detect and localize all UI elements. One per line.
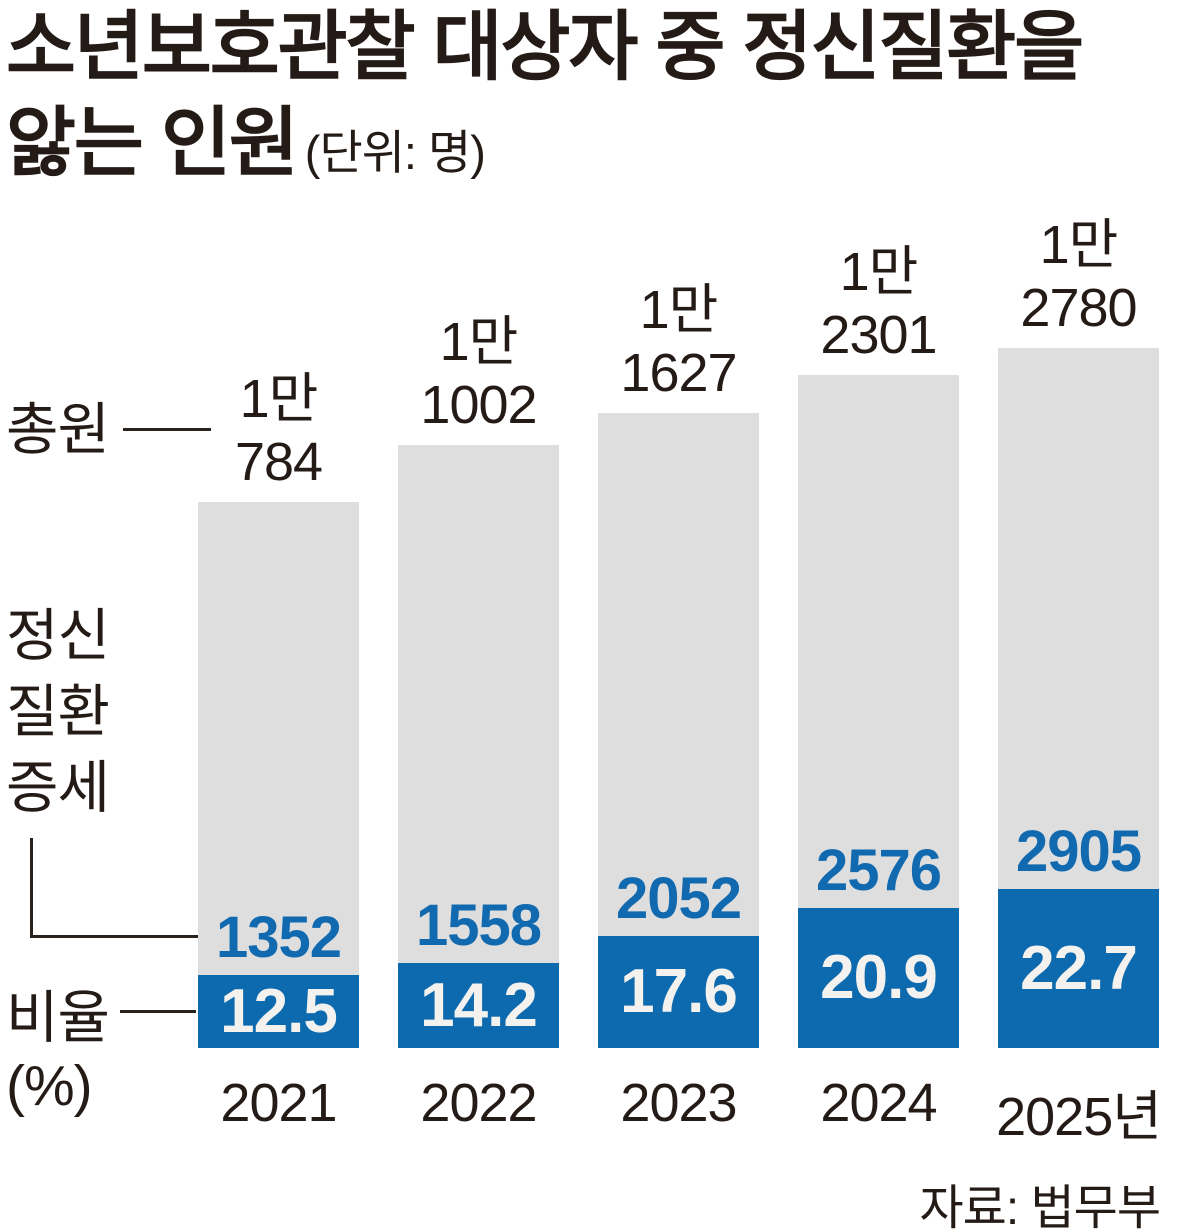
total-count-2024-line1: 1만 [839,242,919,302]
total-count-2024: 1만 2301 [768,241,989,367]
leader-line-total [123,428,211,431]
chart-title-line2: 앓는 인원 (단위: 명) [6,96,1082,201]
total-count-2021-line2: 784 [234,432,323,492]
label-total: 총원 [6,398,110,462]
ratio-2022: 14.2 [420,970,538,1040]
mental-bar-2023: 17.6 [598,936,759,1048]
ratio-2024: 20.9 [820,943,938,1012]
total-count-2024-line2: 2301 [820,305,937,365]
year-label-2022: 2022 [420,1073,537,1133]
leader-line-mental-vertical [30,838,33,938]
label-ratio: 비율 [6,986,110,1050]
mental-count-2022: 1558 [415,893,542,958]
leader-line-mental-horizontal [30,935,198,938]
label-ratio-unit: (%) [6,1054,93,1118]
total-count-2022: 1만 1002 [368,311,589,437]
year-label-2024: 2024 [820,1073,937,1133]
chart-title-line1: 소년보호관찰 대상자 중 정신질환을 [6,5,1084,90]
year-label-2025: 2025년 [996,1087,1162,1147]
mental-bar-2024: 20.9 [798,908,959,1048]
year-label-2023: 2023 [620,1073,737,1133]
total-count-2023: 1만 1627 [568,279,789,405]
mental-bar-2022: 14.2 [398,963,559,1048]
total-count-2022-line1: 1만 [439,312,519,372]
mental-bar-2021: 12.5 [198,975,359,1048]
total-count-2021-line1: 1만 [239,369,319,429]
total-count-2025-line1: 1만 [1039,215,1119,275]
label-mental-line3: 증세 [6,756,110,820]
total-bar-2022 [398,445,559,1048]
label-mental-line2: 질환 [6,680,110,744]
total-count-2021: 1만 784 [168,368,389,494]
leader-line-ratio [120,1010,196,1013]
mental-bar-2025: 22.7 [998,889,1159,1048]
label-mental-line1: 정신 [6,604,110,668]
ratio-2021: 12.5 [220,976,338,1046]
chart-title: 소년보호관찰 대상자 중 정신질환을 앓는 인원 (단위: 명) [6,0,1084,201]
total-count-2022-line2: 1002 [420,375,537,435]
label-mental-illness: 정신 질환 증세 [6,598,110,826]
total-bar-2021 [198,502,359,1048]
ratio-2023: 17.6 [620,957,738,1026]
ratio-2025: 22.7 [1020,933,1138,1003]
source-credit: 자료: 법무부 [919,1182,1161,1231]
total-count-2025-line2: 2780 [1020,278,1137,338]
mental-count-2024: 2576 [815,838,942,903]
chart-title-line2-text: 앓는 인원 [6,101,299,186]
unit-label: (단위: 명) [304,126,486,179]
mental-count-2021: 1352 [215,905,342,970]
total-count-2025: 1만 2780 [968,214,1189,340]
mental-count-2023: 2052 [615,866,742,931]
mental-count-2025: 2905 [1015,819,1142,884]
total-count-2023-line1: 1만 [639,280,719,340]
year-label-2021: 2021 [220,1073,337,1133]
total-count-2023-line2: 1627 [620,343,737,403]
